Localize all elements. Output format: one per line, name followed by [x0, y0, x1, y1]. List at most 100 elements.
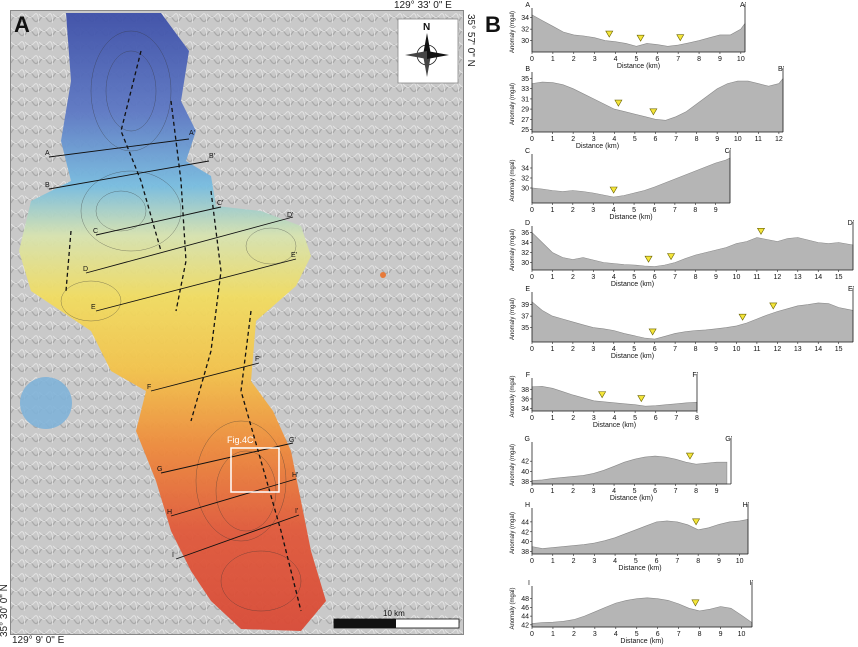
profile-g-y-tick-label: 42 — [521, 459, 529, 466]
profile-f-y-tick-label: 38 — [521, 387, 529, 394]
profile-i-y-label: Anomaly (mgal) — [510, 587, 516, 629]
profile-d-marker — [644, 255, 653, 263]
profile-d-x-tick-label: 8 — [694, 274, 698, 281]
profile-d-y-tick-label: 30 — [521, 260, 529, 267]
profile-i-x-tick-label: 0 — [530, 631, 534, 638]
section-f-end: F' — [255, 356, 261, 363]
profile-e-x-tick-label: 14 — [814, 346, 822, 353]
profile-i-y-tick-label: 42 — [521, 622, 529, 629]
profile-d-x-tick-label: 3 — [591, 274, 595, 281]
profile-c-start-label: C — [525, 148, 530, 155]
profile-d-y-tick-label: 36 — [521, 230, 529, 237]
profile-h-x-tick-label: 3 — [592, 558, 596, 565]
profile-h-x-tick-label: 5 — [634, 558, 638, 565]
profile-b-x-tick-label: 12 — [775, 136, 783, 143]
profile-f-x-tick-label: 5 — [633, 415, 637, 422]
section-c-start: C — [93, 228, 98, 235]
section-endpoint-labels: A A' B B' C C' D D' E E' F F' G G' H H' … — [45, 130, 298, 559]
section-h-start: H — [167, 509, 172, 516]
profile-f-x-tick-label: 6 — [654, 415, 658, 422]
profile-f-y-label: Anomaly (mgal) — [510, 375, 516, 417]
section-i-end: I' — [295, 508, 298, 515]
inset-label: Fig.4C — [227, 435, 254, 445]
profile-c-x-tick-label: 6 — [653, 207, 657, 214]
profile-h-x-tick-label: 2 — [572, 558, 576, 565]
profile-b-area — [531, 77, 784, 133]
profile-d-x-tick-label: 5 — [632, 274, 636, 281]
profile-b-x-tick-label: 11 — [755, 136, 762, 143]
profile-c-x-tick-label: 0 — [530, 207, 534, 214]
profile-d-x-tick-label: 0 — [530, 274, 534, 281]
map-canvas: A A' B B' C C' D D' E E' F F' G G' H H' … — [11, 11, 463, 634]
section-e-end: E' — [291, 252, 297, 259]
profile-g-x-tick-label: 7 — [674, 488, 678, 495]
profile-a-x-tick-label: 0 — [530, 56, 534, 63]
profile-d-x-tick-label: 9 — [714, 274, 718, 281]
profile-f-x-tick-label: 7 — [674, 415, 678, 422]
profile-b-marker — [649, 108, 658, 116]
profile-g-x-label: Distance (km) — [610, 495, 653, 502]
profile-a-marker — [676, 34, 685, 42]
profile-h-x-tick-label: 9 — [717, 558, 721, 565]
profile-b-x-tick-label: 10 — [734, 136, 742, 143]
section-b-end: B' — [209, 153, 215, 160]
profile-a-x-tick-label: 3 — [593, 56, 597, 63]
profile-b-x-tick-label: 0 — [530, 136, 534, 143]
profile-b-y-tick-label: 27 — [521, 117, 529, 124]
profile-h-end-label: H' — [743, 502, 749, 509]
profile-c-x-tick-label: 9 — [714, 207, 718, 214]
scale-bar: 10 km — [333, 609, 460, 629]
profile-e-y-tick-label: 37 — [521, 314, 529, 321]
profile-f-start-label: F — [526, 372, 530, 379]
gravity-anomaly-map: A A' B B' C C' D D' E E' F F' G G' H H' … — [10, 10, 464, 635]
profile-e-marker — [769, 302, 778, 310]
profile-f-x-tick-label: 8 — [695, 415, 699, 422]
profile-i-x-tick-label: 9 — [719, 631, 723, 638]
profile-g-start-label: G — [525, 436, 530, 443]
profile-b-x-label: Distance (km) — [576, 143, 619, 150]
section-lines — [48, 138, 300, 560]
profile-g-x-tick-label: 0 — [530, 488, 534, 495]
profile-i-area — [531, 597, 753, 628]
profile-b-x-tick-label: 1 — [551, 136, 555, 143]
profile-i-x-tick-label: 7 — [677, 631, 681, 638]
profile-h-x-tick-label: 0 — [530, 558, 534, 565]
profile-e-start-label: E — [525, 286, 530, 293]
profile-f-y-tick-label: 36 — [521, 396, 529, 403]
profile-b-x-tick-label: 7 — [674, 136, 678, 143]
profile-i-x-tick-label: 4 — [614, 631, 618, 638]
profile-d-x-tick-label: 13 — [794, 274, 802, 281]
coord-bottom-longitude: 129° 9' 0" E — [12, 635, 65, 646]
profile-e-x-tick-label: 1 — [550, 346, 554, 353]
profile-a-marker — [605, 30, 614, 38]
profile-g-y-tick-label: 38 — [521, 479, 529, 486]
profile-e-x-tick-label: 15 — [835, 346, 843, 353]
profile-g-y-label: Anomaly (mgal) — [510, 444, 516, 486]
profile-h-y-tick-label: 42 — [521, 529, 529, 536]
profile-e-x-tick-label: 5 — [632, 346, 636, 353]
section-i-start: I — [172, 552, 174, 559]
scale-bar-label: 10 km — [383, 609, 405, 618]
profile-b-marker — [614, 99, 623, 107]
profile-f-y-tick-label: 34 — [521, 406, 529, 413]
profile-c-x-tick-label: 2 — [571, 207, 575, 214]
profile-d-x-tick-label: 7 — [673, 274, 677, 281]
profile-b-x-tick-label: 4 — [612, 136, 616, 143]
profile-e-x-tick-label: 9 — [714, 346, 718, 353]
profile-f-x-tick-label: 3 — [592, 415, 596, 422]
profile-a-area — [531, 14, 746, 53]
profile-c-x-tick-label: 3 — [591, 207, 595, 214]
profile-a-y-tick-label: 34 — [521, 15, 529, 22]
profile-a-x-tick-label: 6 — [655, 56, 659, 63]
profile-a-end-label: A' — [740, 2, 746, 9]
profile-h-x-tick-label: 4 — [613, 558, 617, 565]
profile-b-y-tick-label: 29 — [521, 107, 529, 114]
profile-c-end-label: C' — [725, 148, 731, 155]
profile-e-x-tick-label: 13 — [794, 346, 802, 353]
profile-c-x-tick-label: 1 — [550, 207, 554, 214]
profile-e-x-tick-label: 8 — [694, 346, 698, 353]
profile-f-x-tick-label: 1 — [551, 415, 555, 422]
profile-f-area — [531, 386, 698, 412]
profile-a-marker — [636, 34, 645, 42]
